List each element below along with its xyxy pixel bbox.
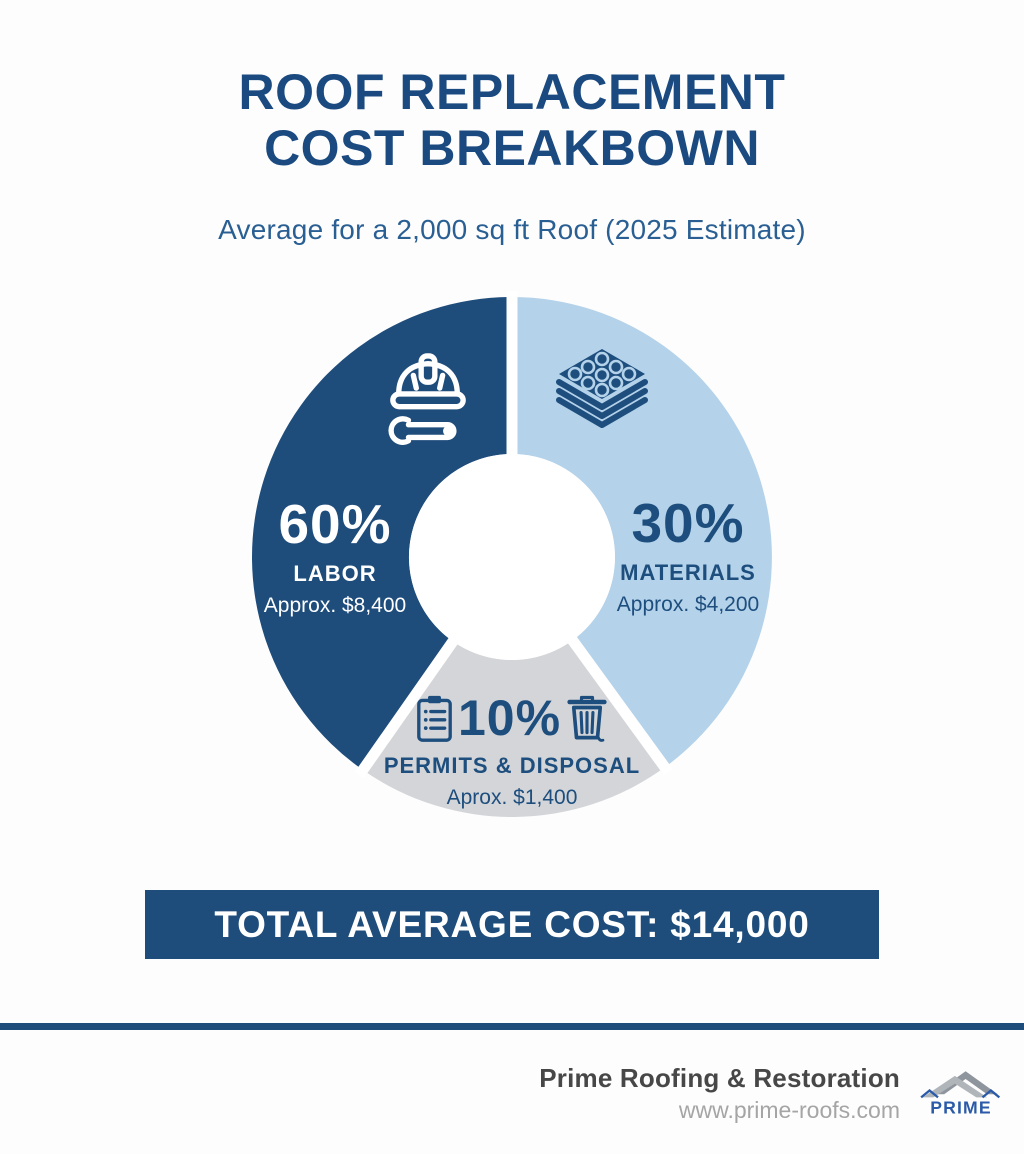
footer-text-block: Prime Roofing & Restoration www.prime-ro… [539, 1063, 900, 1124]
logo-house-left [920, 1088, 939, 1099]
website-url: www.prime-roofs.com [678, 1097, 900, 1123]
labor-segment-label: 60% LABOR Approx. $8,400 [230, 497, 440, 618]
materials-name: MATERIALS [620, 560, 756, 585]
materials-amount: Approx. $4,200 [616, 593, 760, 616]
page-title-line2: COST BREAKBOWN [264, 120, 760, 176]
slice-materials [512, 297, 772, 768]
total-cost-banner: TOTAL AVERAGE COST: $14,000 [145, 890, 879, 959]
page-title: ROOF REPLACEMENT COST BREAKBOWN [0, 64, 1024, 176]
labor-name: LABOR [293, 561, 377, 586]
shingle-stack-icon [556, 349, 648, 428]
page-title-line1: ROOF REPLACEMENT [238, 64, 786, 120]
company-name: Prime Roofing & Restoration [539, 1063, 900, 1093]
trash-bin-icon [567, 695, 607, 742]
slice-permits [362, 640, 665, 817]
materials-segment-label: 30% MATERIALS Approx. $4,200 [583, 496, 793, 617]
labor-percent: 60% [278, 493, 392, 555]
slice-labor [252, 297, 512, 770]
permits-percent: 10% [457, 690, 562, 746]
materials-percent: 30% [631, 492, 745, 554]
total-cost-text: TOTAL AVERAGE COST: $14,000 [214, 903, 810, 945]
logo-roof-back [933, 1071, 998, 1095]
prime-logo: PRIME [920, 1071, 1001, 1117]
logo-roof-front [922, 1075, 988, 1098]
donut-hole [409, 454, 615, 660]
logo-wordmark: PRIME [930, 1097, 992, 1117]
logo-house-right [981, 1088, 1001, 1099]
permits-segment-label: 10% PERMITS & DISPOSAL Aprox. $1,400 [372, 693, 652, 810]
permits-percent-row: 10% [372, 693, 652, 743]
donut-chart [252, 291, 772, 817]
footer-divider [0, 1023, 1024, 1030]
permits-amount: Aprox. $1,400 [446, 786, 578, 809]
permits-name: PERMITS & DISPOSAL [383, 753, 641, 778]
page-subtitle: Average for a 2,000 sq ft Roof (2025 Est… [218, 214, 806, 245]
hard-hat-wrench-icon [388, 353, 466, 445]
labor-amount: Approx. $8,400 [263, 594, 407, 617]
slice-gaps [354, 291, 673, 779]
clipboard-icon [417, 695, 452, 742]
